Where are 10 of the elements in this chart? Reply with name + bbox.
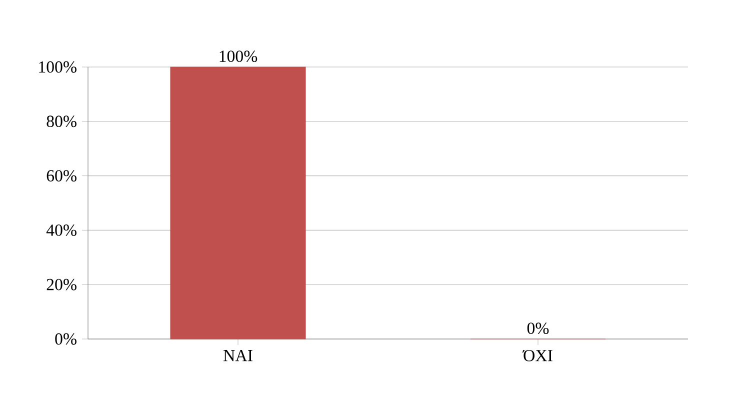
x-tick-label: ΝΑΙ: [224, 350, 252, 362]
data-label: 100%: [220, 50, 258, 62]
y-tick-label: 40%: [46, 224, 76, 236]
y-tick-label: 0%: [55, 333, 76, 345]
x-tick-label: ΌΧΙ: [522, 350, 552, 362]
y-tick-label: 80%: [46, 116, 76, 128]
y-tick-label: 60%: [46, 170, 76, 182]
data-label: 0%: [527, 322, 549, 334]
y-tick-label: 20%: [46, 278, 76, 290]
y-tick-label: 100%: [39, 61, 76, 73]
